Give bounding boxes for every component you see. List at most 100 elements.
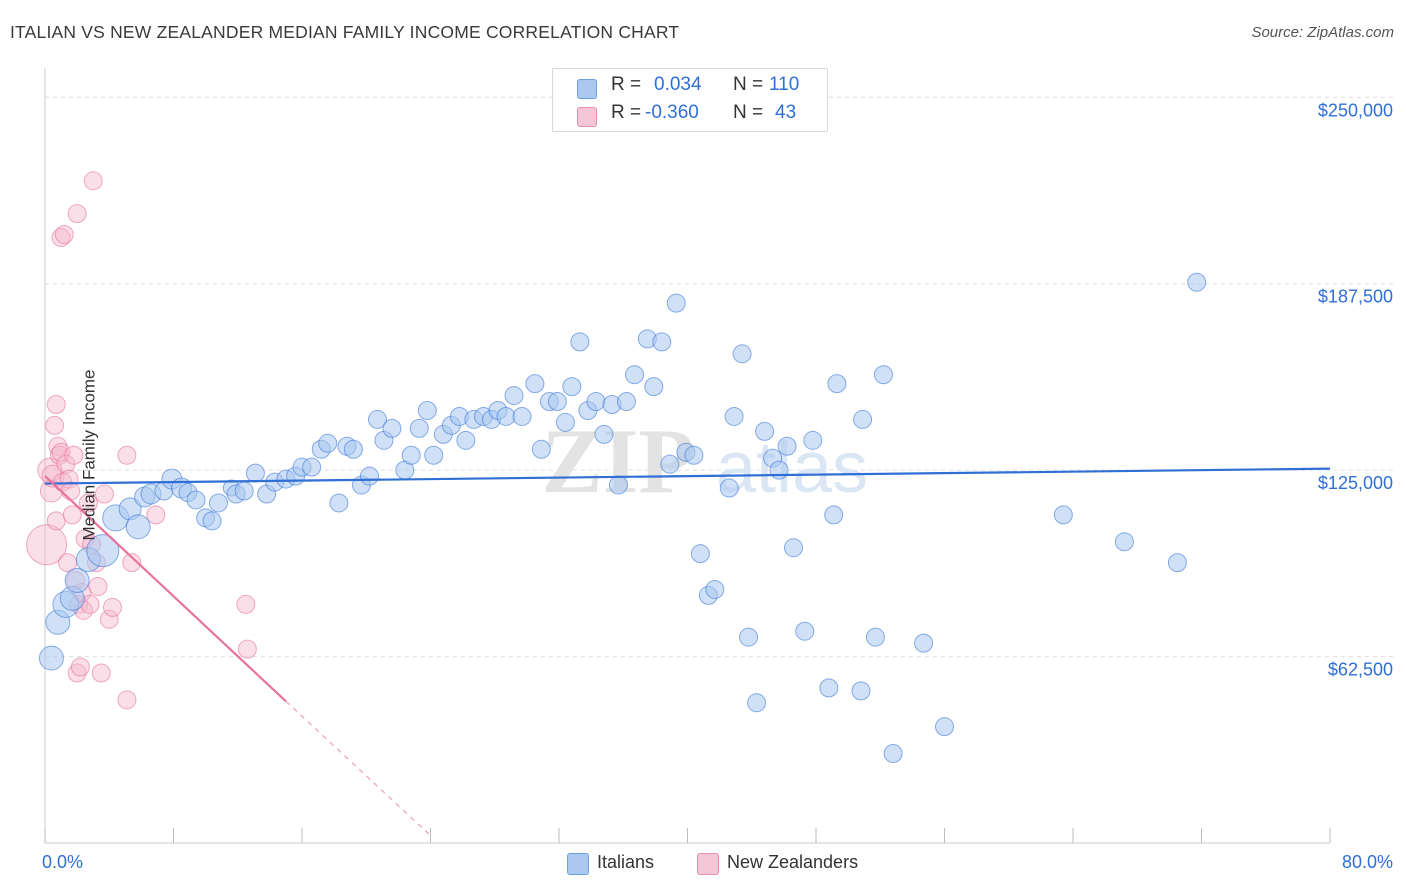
italians-point-85 [755,421,775,441]
new-zealanders-point-30 [83,171,103,191]
new-zealanders-trend-extension [285,700,431,836]
italians-point-102 [1053,505,1073,525]
italians-point-68 [616,392,636,412]
stats-row-italians: R = 0.034 N = 110 [553,74,827,102]
new-zealanders-point-35 [99,609,119,629]
new-zealanders-point-20 [67,663,87,683]
new-zealanders-trend-line [44,475,287,703]
x-axis-min-label: 0.0% [42,852,84,872]
chart-source: Source: ZipAtlas.com [1251,24,1394,41]
legend-new-zealanders-swatch [697,853,719,875]
italians-point-72 [652,332,672,352]
new-zealanders-point-12 [54,224,74,244]
italians-point-88 [777,436,797,456]
italians-point-65 [594,424,614,444]
italians-trend-line [44,467,1331,485]
italians-r-label: R = [611,74,642,95]
chart-title: ITALIAN VS NEW ZEALANDER MEDIAN FAMILY I… [10,22,680,42]
italians-point-60 [555,412,575,432]
watermark: ZIP atlas [541,410,868,512]
y-axis-label: Median Family Income [79,369,99,541]
new-zealanders-point-39 [122,553,142,573]
italians-point-29 [302,457,322,477]
italians-point-104 [1167,553,1187,573]
italians-point-83 [739,627,759,647]
new-zealanders-point-16 [61,481,81,501]
new-zealanders-point-23 [70,657,90,677]
italians-point-53 [496,406,516,426]
trend-lines [44,467,1331,836]
italians-point-55 [512,406,532,426]
italians-r-value: 0.034 [654,74,702,95]
italians-point-0 [38,645,64,671]
italians-point-23 [245,463,265,483]
italians-point-9 [125,514,151,540]
italians-point-41 [401,445,421,465]
italians-point-57 [531,439,551,459]
italians-point-103 [1114,532,1134,552]
new-zealanders-point-4 [45,415,65,435]
new-zealanders-point-32 [88,576,108,596]
italians-point-97 [865,627,885,647]
new-zealanders-point-33 [91,663,111,683]
new-zealanders-point-21 [67,204,87,224]
italians-point-34 [343,439,363,459]
italians-point-62 [570,332,590,352]
italians-point-100 [914,633,934,653]
italians-point-22 [234,481,254,501]
italians-point-84 [747,693,767,713]
italians-point-79 [705,579,725,599]
new-zealanders-point-41 [236,594,256,614]
new-zealanders-point-10 [51,227,71,247]
italians-point-96 [853,409,873,429]
italians-n-value: 110 [769,74,800,95]
legend: Italians New Zealanders [0,850,1406,880]
y-tick-label-3: $250,000 [1318,100,1393,120]
legend-italians-label: Italians [597,852,655,872]
italians-point-99 [883,744,903,764]
new-zealanders-point-9 [51,442,71,462]
y-tick-label-0: $62,500 [1328,660,1393,680]
new-zealanders-r-value: -0.360 [645,102,699,123]
italians-point-39 [382,418,402,438]
italians-point-92 [819,678,839,698]
italians-point-56 [525,374,545,394]
new-zealanders-point-3 [41,464,65,488]
italians-point-67 [608,475,628,495]
italians-points [38,272,1207,764]
new-zealanders-point-38 [117,445,137,465]
italians-point-18 [202,511,222,531]
y-tick-label-2: $187,500 [1318,287,1393,307]
italians-point-6 [86,534,120,568]
italians-point-89 [784,538,804,558]
new-zealanders-n-value: 43 [775,102,797,123]
y-tick-label-1: $125,000 [1318,473,1393,493]
italians-point-44 [424,445,444,465]
new-zealanders-point-0 [26,524,68,566]
italians-point-87 [769,460,789,480]
stats-box: R = 0.034 N = 110 R = -0.360 N = 43 [552,68,828,132]
legend-italians-swatch [567,853,589,875]
italians-point-31 [318,433,338,453]
italians-point-59 [547,392,567,412]
italians-point-93 [824,505,844,525]
italians-point-37 [367,409,387,429]
italians-n-label: N = [733,74,764,95]
italians-point-61 [562,377,582,397]
italians-point-16 [186,490,206,510]
new-zealanders-point-18 [64,445,84,465]
italians-point-32 [329,493,349,513]
italians-point-95 [851,681,871,701]
new-zealanders-swatch [577,107,597,127]
italians-point-98 [873,365,893,385]
italians-point-101 [935,717,954,737]
new-zealanders-point-37 [117,690,137,710]
italians-point-64 [586,392,606,412]
italians-point-81 [724,406,744,426]
new-zealanders-point-42 [237,639,257,659]
new-zealanders-point-5 [46,395,66,415]
x-axis-max-label: 80.0% [1341,852,1393,872]
stats-row-new-zealanders: R = -0.360 N = 43 [553,102,827,130]
italians-point-91 [803,430,823,450]
